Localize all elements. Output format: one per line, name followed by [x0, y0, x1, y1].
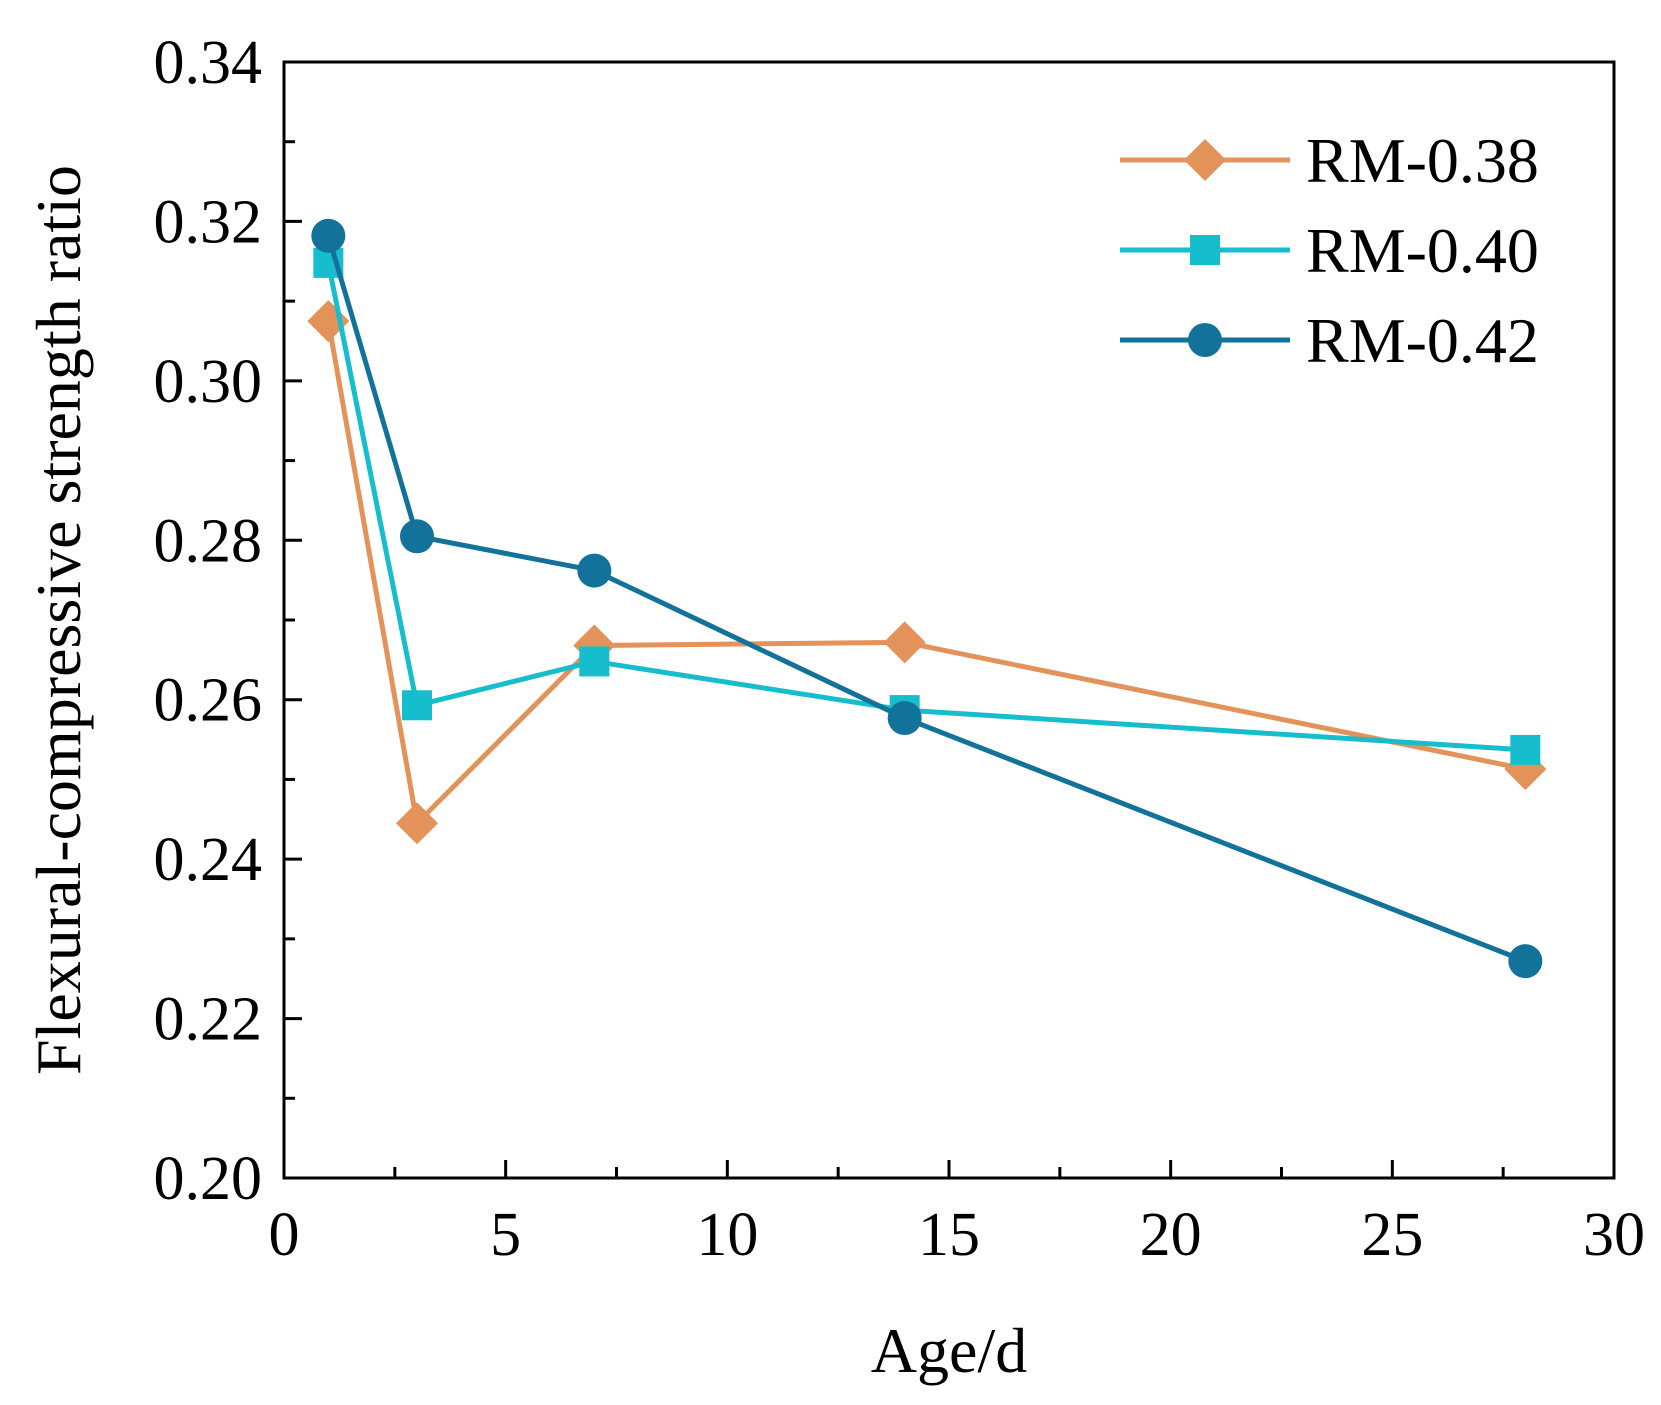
- x-tick-label: 25: [1361, 1201, 1423, 1269]
- y-tick-label: 0.24: [154, 826, 263, 894]
- series-rm-0-40: [313, 247, 1541, 765]
- data-point: [579, 646, 610, 677]
- legend-marker: [1190, 235, 1220, 265]
- series-line: [325, 320, 1526, 826]
- data-point: [883, 621, 926, 664]
- x-tick-label: 5: [490, 1201, 521, 1269]
- data-point: [311, 218, 346, 253]
- y-tick-label: 0.30: [154, 348, 263, 416]
- legend-label: RM-0.40: [1306, 215, 1539, 286]
- legend: RM-0.38 RM-0.40 RM-0.42: [1120, 125, 1539, 376]
- legend-marker: [1188, 323, 1222, 357]
- x-tick-label: 0: [269, 1201, 300, 1269]
- axis-ticks: [282, 60, 1616, 1180]
- x-tick-label: 15: [918, 1201, 980, 1269]
- series-rm-0-38: [307, 300, 1547, 845]
- y-tick-label: 0.20: [154, 1145, 263, 1213]
- y-tick-label: 0.26: [154, 667, 263, 735]
- series-layer: [307, 218, 1547, 979]
- data-point: [577, 553, 612, 588]
- legend-item: RM-0.40: [1120, 215, 1539, 286]
- data-point: [1510, 734, 1541, 765]
- x-axis-label: Age/d: [871, 1315, 1027, 1386]
- series-rm-0-42: [311, 218, 1543, 979]
- y-tick-labels: 0.20 0.22 0.24 0.26 0.28 0.30 0.32 0.34: [154, 29, 263, 1213]
- y-axis-label: Flexural-compressive strength ratio: [23, 165, 94, 1075]
- x-tick-label: 30: [1583, 1201, 1645, 1269]
- x-tick-label: 10: [696, 1201, 758, 1269]
- legend-label: RM-0.38: [1306, 125, 1539, 196]
- legend-marker: [1184, 139, 1226, 181]
- y-tick-label: 0.34: [154, 29, 263, 97]
- x-tick-label: 20: [1140, 1201, 1202, 1269]
- x-tick-labels: 0 5 10 15 20 25 30: [269, 1201, 1646, 1269]
- legend-label: RM-0.42: [1306, 305, 1539, 376]
- data-point: [887, 701, 922, 736]
- data-point: [400, 519, 434, 554]
- y-tick-label: 0.32: [154, 188, 263, 256]
- data-point: [396, 802, 438, 845]
- data-point: [1508, 944, 1543, 979]
- y-tick-label: 0.28: [154, 507, 263, 575]
- legend-item: RM-0.42: [1120, 305, 1539, 376]
- y-tick-label: 0.22: [154, 986, 263, 1054]
- legend-item: RM-0.38: [1120, 125, 1539, 196]
- data-point: [402, 690, 432, 721]
